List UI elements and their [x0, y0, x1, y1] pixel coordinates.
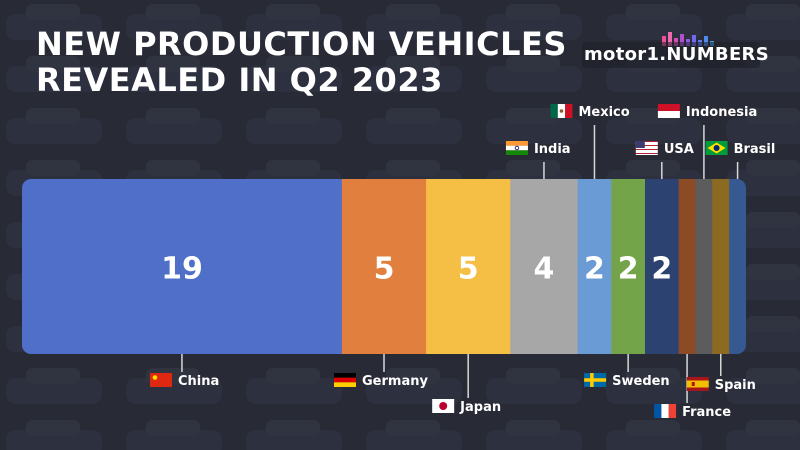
brasil-flag-icon: [705, 141, 728, 155]
value-label-china: 19: [161, 252, 203, 287]
bar-segment-france: [678, 179, 696, 354]
country-label-mexico: Mexico: [578, 105, 629, 120]
bar-segment-germany: [341, 179, 427, 354]
usa-flag-icon: [635, 141, 658, 155]
country-label-india: India: [534, 142, 571, 157]
bar-segment-usa: [644, 179, 680, 354]
country-label-japan: Japan: [459, 400, 501, 415]
france-flag-icon: [654, 404, 677, 418]
bar-segment-spain: [712, 179, 730, 354]
bar-segment-indonesia: [695, 179, 713, 354]
bar-segment-sweden: [611, 179, 646, 354]
leader-lines: [181, 125, 739, 403]
chart-title: NEW PRODUCTION VEHICLES REVEALED IN Q2 2…: [36, 26, 567, 98]
spain-flag-icon: [686, 377, 709, 391]
germany-flag-icon: [334, 373, 356, 387]
country-label-brasil: Brasil: [734, 142, 776, 157]
value-labels: 19 5 5 4 2 2 2: [161, 252, 672, 287]
country-label-usa: USA: [664, 142, 694, 157]
bar-segment-japan: [426, 179, 511, 354]
value-label-india: 4: [534, 252, 555, 287]
country-labels: China Germany Japan India Mexico Sweden USA Fra…: [149, 104, 776, 420]
country-label-sweden: Sweden: [612, 374, 670, 389]
country-label-china: China: [178, 374, 219, 389]
bar-segment-china: [22, 179, 343, 354]
bar-segments: [22, 179, 746, 354]
india-flag-icon: [505, 141, 528, 155]
sweden-flag-icon: [584, 373, 607, 387]
bar-segment-mexico: [577, 179, 612, 354]
value-label-japan: 5: [458, 252, 479, 287]
indonesia-flag-icon: [657, 104, 680, 118]
japan-flag-icon: [432, 399, 455, 413]
china-flag-icon: [149, 373, 172, 387]
country-label-germany: Germany: [362, 374, 428, 389]
logo-text: motor1.NUMBERS: [584, 44, 769, 65]
value-label-mexico: 2: [584, 252, 605, 287]
country-label-france: France: [682, 405, 731, 420]
country-label-indonesia: Indonesia: [686, 105, 757, 120]
value-label-usa: 2: [651, 252, 672, 287]
bar-segment-brasil: [729, 179, 746, 354]
value-label-germany: 5: [374, 252, 395, 287]
country-label-spain: Spain: [715, 378, 756, 393]
mexico-flag-icon: [550, 104, 573, 118]
title-line-1: NEW PRODUCTION VEHICLES: [36, 25, 567, 63]
logo-skyline-art: [582, 32, 760, 68]
motor1-numbers-logo: motor1.NUMBERS: [582, 30, 769, 74]
value-label-sweden: 2: [618, 252, 639, 287]
title-line-2: REVEALED IN Q2 2023: [36, 61, 443, 99]
bar-segment-india: [510, 179, 579, 354]
